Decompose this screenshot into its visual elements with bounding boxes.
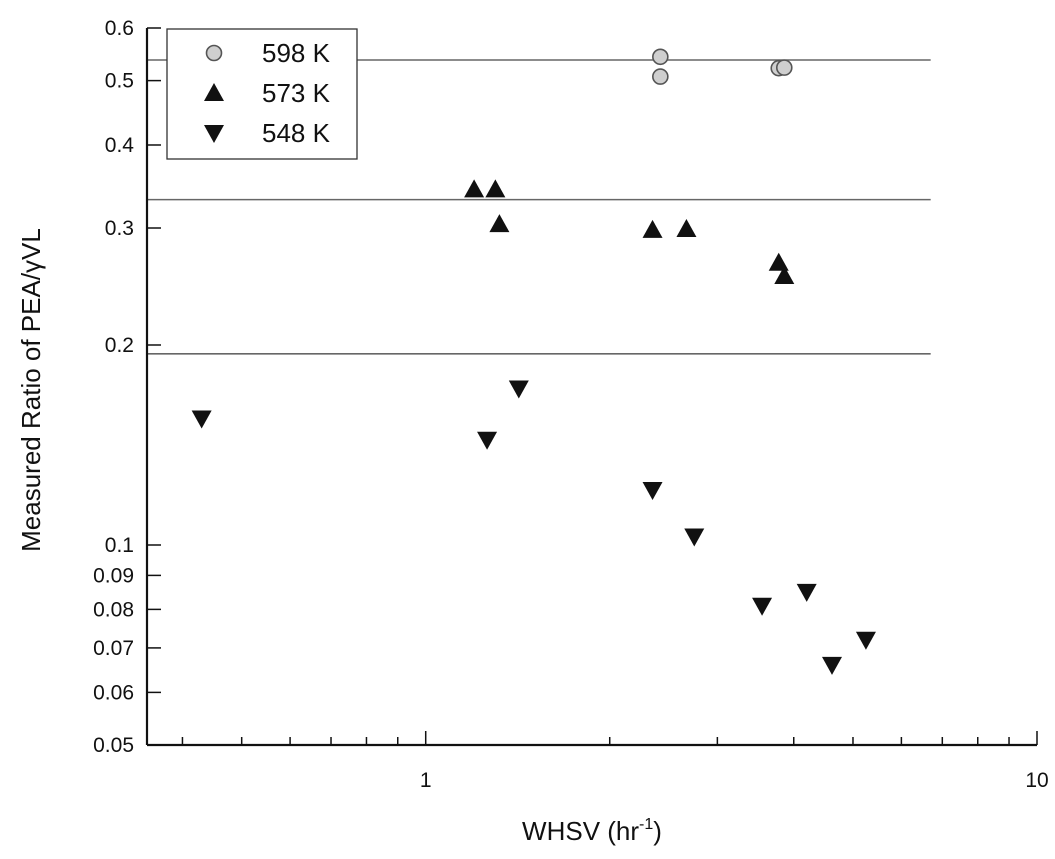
data-point-series3-6 — [752, 597, 773, 616]
legend-label-3: 548 K — [262, 118, 331, 148]
data-point-series2-1 — [464, 179, 485, 198]
data-point-series3-2 — [477, 431, 498, 450]
data-point-series2-5 — [676, 218, 697, 237]
y-tick-label: 0.05 — [93, 734, 134, 757]
data-point-series3-5 — [684, 528, 705, 547]
y-tick-label: 0.6 — [105, 17, 134, 40]
x-axis-title-tail: ) — [653, 816, 662, 846]
legend-marker-2 — [204, 83, 224, 101]
legend-label-1: 598 K — [262, 38, 331, 68]
data-point-series1-2 — [652, 68, 669, 85]
x-axis-title: WHSV (hr-1) — [522, 816, 662, 846]
y-tick-label: 0.09 — [93, 564, 134, 587]
y-tick-label: 0.5 — [105, 70, 134, 93]
data-point-series3-1 — [191, 410, 212, 429]
legend: 598 K 573 K 548 K — [166, 28, 358, 160]
y-tick-label: 0.1 — [105, 534, 134, 557]
legend-label-2: 573 K — [262, 78, 331, 108]
x-tick-label: 1 — [420, 769, 432, 792]
y-tick-label: 0.06 — [93, 681, 134, 704]
legend-marker-3 — [204, 125, 224, 143]
data-point-series3-3 — [508, 380, 529, 399]
data-point-series2-3 — [489, 214, 510, 233]
y-tick-label: 0.2 — [105, 334, 134, 357]
data-point-series3-7 — [796, 583, 817, 602]
y-tick-label: 0.4 — [105, 134, 135, 157]
y-axis-title: Measured Ratio of PEA/γVL — [16, 228, 46, 552]
x-axis-title-superscript: -1 — [639, 816, 653, 833]
y-tick-label: 0.3 — [105, 217, 134, 240]
data-point-series2-4 — [642, 219, 663, 238]
legend-marker-1 — [205, 44, 223, 62]
y-tick-label: 0.08 — [93, 598, 134, 621]
data-point-series2-6 — [768, 252, 789, 271]
x-tick-label: 10 — [1025, 769, 1048, 792]
axes — [145, 28, 1037, 747]
data-point-series3-9 — [855, 631, 876, 650]
data-point-series3-4 — [642, 481, 663, 500]
legend-box — [166, 28, 358, 160]
data-point-series2-2 — [485, 179, 506, 198]
data-point-series1-1 — [652, 48, 669, 66]
data-point-series1-4 — [775, 59, 793, 76]
y-tick-label: 0.07 — [93, 637, 134, 660]
data-point-series2-7 — [774, 266, 795, 285]
data-point-series3-8 — [821, 656, 842, 675]
y-ticks: 0.6 0.5 0.4 0.3 0.2 0.1 0.09 0.08 0.07 0.06 0.05 — [93, 17, 161, 757]
data-points — [191, 48, 876, 675]
x-ticks: 1 10 — [181, 731, 1049, 792]
